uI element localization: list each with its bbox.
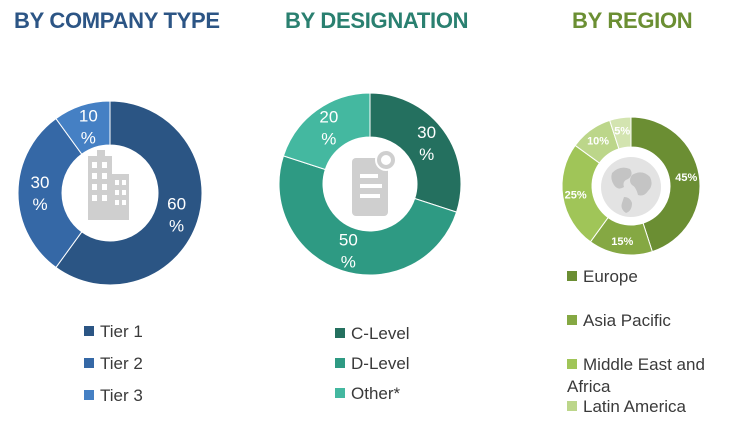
slice-tier-2 (17, 117, 83, 269)
legend-swatch (335, 358, 345, 368)
legend-item: Tier 1 (84, 322, 143, 342)
legend-label: D-Level (351, 354, 410, 373)
slice-d-level (278, 155, 458, 276)
legend-swatch (84, 326, 94, 336)
company-type-donut: 60 % 30 % 10% (17, 100, 203, 286)
office-buildings-icon (88, 150, 129, 220)
chart-title-designation: BY DESIGNATION (285, 8, 469, 33)
data-label: 10% (587, 136, 609, 148)
globe-icon (601, 157, 661, 217)
legend-swatch (567, 401, 577, 411)
legend-swatch (335, 388, 345, 398)
legend-label: Asia Pacific (583, 311, 671, 330)
legend-item: Tier 2 (84, 354, 143, 374)
designation-donut: 30 % 50 % 20% (278, 92, 462, 276)
legend-swatch (567, 359, 577, 369)
legend-item: Europe (567, 266, 727, 288)
legend-label: Europe (583, 267, 638, 286)
data-label: 20% (319, 107, 338, 148)
legend-label: C-Level (351, 324, 410, 343)
legend-swatch (84, 390, 94, 400)
data-label: 5% (614, 126, 630, 138)
legend-label: Tier 3 (100, 386, 143, 405)
data-label: 25% (565, 190, 587, 202)
legend-label: Other* (351, 384, 401, 403)
legend-item: Tier 3 (84, 386, 143, 406)
legend-swatch (335, 328, 345, 338)
data-label: 10% (79, 106, 98, 147)
legend-swatch (567, 271, 577, 281)
legend-item: C-Level (335, 324, 410, 344)
data-label: 45% (675, 172, 697, 184)
legend-item: Other* (335, 384, 400, 404)
data-label: 15% (611, 236, 633, 248)
data-label: 30% (31, 173, 50, 214)
document-badge-icon (352, 149, 397, 216)
slice-c-level (369, 92, 462, 213)
legend-swatch (567, 315, 577, 325)
chart-title-company-type: BY COMPANY TYPE (14, 8, 220, 33)
legend-label: Latin America (583, 397, 686, 416)
legend-swatch (84, 358, 94, 368)
legend-label: Tier 1 (100, 322, 143, 341)
slice-segment-4 (609, 116, 632, 150)
legend-item: D-Level (335, 354, 410, 374)
slice-europe (630, 116, 701, 253)
slice-tier-3 (55, 100, 111, 155)
slice-other- (282, 92, 371, 171)
data-label: 30% (417, 123, 436, 164)
data-label: 60% (167, 195, 186, 236)
legend-item: Asia Pacific (567, 310, 727, 332)
chart-title-region: BY REGION (572, 8, 693, 33)
legend-item: Latin America (567, 396, 727, 418)
legend-label: Tier 2 (100, 354, 143, 373)
legend-label: Middle East and Africa (567, 355, 705, 396)
slice-tier-1 (55, 100, 203, 286)
data-label: 50% (339, 231, 358, 272)
region-donut: 45% 15% 25% 10% 5% (561, 116, 701, 256)
legend-item: Middle East and Africa (567, 354, 727, 398)
